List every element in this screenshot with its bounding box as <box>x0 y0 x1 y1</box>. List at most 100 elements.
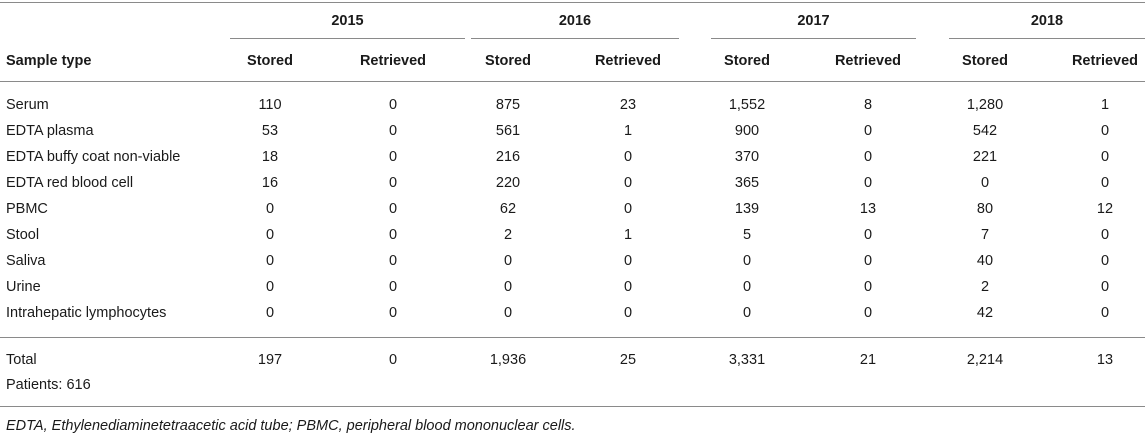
row-label: PBMC <box>6 201 48 217</box>
table-cell: 0 <box>503 253 513 269</box>
rule-top <box>0 2 1145 3</box>
table-cell: 0 <box>742 305 752 321</box>
subheader-retrieved: Retrieved <box>1071 53 1139 69</box>
table-cell: 5 <box>742 227 752 243</box>
rule-year-2015 <box>230 38 465 39</box>
table-cell: 0 <box>1100 123 1110 139</box>
table-cell: 1 <box>623 227 633 243</box>
table-cell: 1,552 <box>728 97 766 113</box>
table-cell: 0 <box>388 123 398 139</box>
table-cell: 62 <box>499 201 517 217</box>
total-cell: 2,214 <box>966 352 1004 368</box>
table-cell: 18 <box>261 149 279 165</box>
table-cell: 0 <box>1100 253 1110 269</box>
table-cell: 0 <box>1100 175 1110 191</box>
row-label: Serum <box>6 97 49 113</box>
year-header: 2015 <box>331 13 364 29</box>
table-cell: 542 <box>972 123 998 139</box>
table-cell: 53 <box>261 123 279 139</box>
table-cell: 220 <box>495 175 521 191</box>
total-cell: 25 <box>619 352 637 368</box>
rule-body-bottom <box>0 337 1145 338</box>
year-header: 2016 <box>558 13 592 29</box>
table-cell: 0 <box>265 305 275 321</box>
table-cell: 0 <box>388 97 398 113</box>
table-cell: 7 <box>980 227 990 243</box>
subheader-stored: Stored <box>247 53 293 69</box>
table-cell: 561 <box>495 123 521 139</box>
table-cell: 8 <box>863 97 873 113</box>
table-cell: 0 <box>388 279 398 295</box>
table-cell: 0 <box>863 227 873 243</box>
table-cell: 0 <box>1100 305 1110 321</box>
table-cell: 900 <box>734 123 760 139</box>
table-cell: 2 <box>503 227 513 243</box>
rule-year-2017 <box>711 38 916 39</box>
table-cell: 0 <box>503 305 513 321</box>
table-cell: 221 <box>972 149 998 165</box>
table-cell: 0 <box>623 253 633 269</box>
rule-year-2016 <box>471 38 679 39</box>
table-cell: 0 <box>742 253 752 269</box>
table-cell: 42 <box>976 305 994 321</box>
total-cell: 197 <box>257 352 283 368</box>
table-cell: 40 <box>976 253 994 269</box>
table-cell: 80 <box>976 201 994 217</box>
table-cell: 12 <box>1096 201 1114 217</box>
table-cell: 0 <box>388 253 398 269</box>
total-cell: 3,331 <box>728 352 766 368</box>
table-cell: 0 <box>265 227 275 243</box>
subheader-stored: Stored <box>724 53 770 69</box>
table-cell: 0 <box>388 305 398 321</box>
rule-header-bottom <box>0 81 1145 82</box>
row-label: EDTA plasma <box>6 123 94 139</box>
year-header: 2017 <box>797 13 830 29</box>
table-cell: 0 <box>388 149 398 165</box>
subheader-retrieved: Retrieved <box>594 53 662 69</box>
table-cell: 0 <box>623 305 633 321</box>
table-cell: 0 <box>623 175 633 191</box>
total-cell: 13 <box>1096 352 1114 368</box>
patients-count: Patients: 616 <box>6 377 91 393</box>
table-cell: 110 <box>258 97 282 113</box>
table-cell: 0 <box>503 279 513 295</box>
table-cell: 0 <box>863 123 873 139</box>
table-cell: 0 <box>1100 279 1110 295</box>
subheader-stored: Stored <box>962 53 1008 69</box>
table-cell: 0 <box>863 279 873 295</box>
row-label: Intrahepatic lymphocytes <box>6 305 167 321</box>
table-cell: 0 <box>265 201 275 217</box>
subheader-retrieved: Retrieved <box>359 53 427 69</box>
total-cell: 21 <box>859 352 877 368</box>
table-cell: 23 <box>619 97 637 113</box>
total-cell: 0 <box>388 352 398 368</box>
table-cell: 0 <box>623 201 633 217</box>
row-label: Urine <box>6 279 41 295</box>
table-cell: 0 <box>1100 227 1110 243</box>
table-cell: 0 <box>1100 149 1110 165</box>
table-cell: 0 <box>980 175 990 191</box>
total-label: Total <box>6 352 37 368</box>
total-cell: 1,936 <box>489 352 527 368</box>
year-header: 2018 <box>1030 13 1064 29</box>
table-cell: 0 <box>623 149 633 165</box>
table-cell: 875 <box>495 97 521 113</box>
table-footnote: EDTA, Ethylenediaminetetraacetic acid tu… <box>6 418 576 434</box>
table-cell: 2 <box>980 279 990 295</box>
subheader-retrieved: Retrieved <box>834 53 902 69</box>
table-cell: 0 <box>388 227 398 243</box>
table-cell: 0 <box>863 149 873 165</box>
subheader-stored: Stored <box>485 53 531 69</box>
table-cell: 0 <box>863 253 873 269</box>
table-cell: 0 <box>623 279 633 295</box>
table-cell: 370 <box>734 149 760 165</box>
table-cell: 0 <box>388 201 398 217</box>
table-cell: 1,280 <box>966 97 1004 113</box>
table-cell: 1 <box>1100 97 1110 113</box>
table-cell: 365 <box>734 175 760 191</box>
rule-year-2018 <box>949 38 1145 39</box>
table-cell: 0 <box>265 279 275 295</box>
rule-table-bottom <box>0 406 1145 407</box>
stub-header: Sample type <box>6 53 92 69</box>
